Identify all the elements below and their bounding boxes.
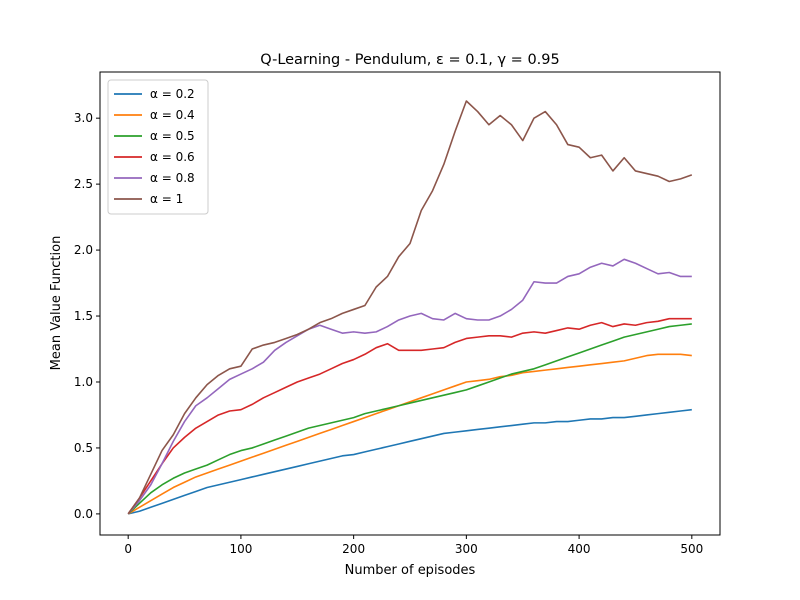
y-tick-label: 1.0 <box>74 375 93 389</box>
legend: α = 0.2 α = 0.4 α = 0.5 α = 0.6 α = 0.8 α = 1 <box>107 79 209 215</box>
x-tick-label: 100 <box>229 542 252 556</box>
series-line-3 <box>127 317 692 515</box>
y-axis-label: Mean Value Function <box>49 236 64 371</box>
chart-title: Q-Learning - Pendulum, ε = 0.1, γ = 0.95 <box>260 52 559 68</box>
series-line-0 <box>127 408 692 515</box>
y-tick-label: 3.0 <box>74 111 93 125</box>
y-tick-label: 1.5 <box>74 309 93 323</box>
y-axis: 0.0 0.5 1.0 1.5 2.0 2.5 3.0 <box>74 111 100 521</box>
x-axis-label: Number of episodes <box>345 563 476 578</box>
legend-label: α = 0.5 <box>150 129 195 143</box>
x-tick-label: 200 <box>342 542 365 556</box>
legend-label: α = 1 <box>150 192 183 206</box>
legend-label: α = 0.6 <box>150 150 195 164</box>
x-tick-label: 300 <box>455 542 478 556</box>
legend-box <box>107 79 209 215</box>
series-line-4 <box>127 258 692 515</box>
plot-lines <box>127 100 693 515</box>
x-tick-label: 0 <box>124 542 132 556</box>
legend-label: α = 0.2 <box>150 87 195 101</box>
legend-label: α = 0.8 <box>150 171 195 185</box>
y-tick-label: 0.0 <box>74 507 93 521</box>
series-line-2 <box>127 323 692 515</box>
y-tick-label: 2.0 <box>74 243 93 257</box>
series-line-1 <box>127 353 692 515</box>
series-line-5 <box>127 100 693 515</box>
x-axis: 0 100 200 300 400 500 <box>124 535 703 556</box>
y-tick-label: 0.5 <box>74 441 93 455</box>
x-tick-label: 400 <box>568 542 591 556</box>
legend-label: α = 0.4 <box>150 108 195 122</box>
plot-frame <box>99 71 721 536</box>
y-tick-label: 2.5 <box>74 177 93 191</box>
x-tick-label: 500 <box>680 542 703 556</box>
